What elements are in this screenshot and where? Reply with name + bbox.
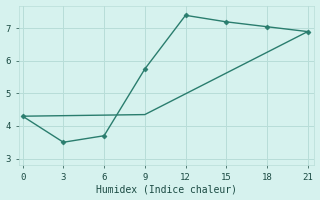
X-axis label: Humidex (Indice chaleur): Humidex (Indice chaleur) [96,184,237,194]
